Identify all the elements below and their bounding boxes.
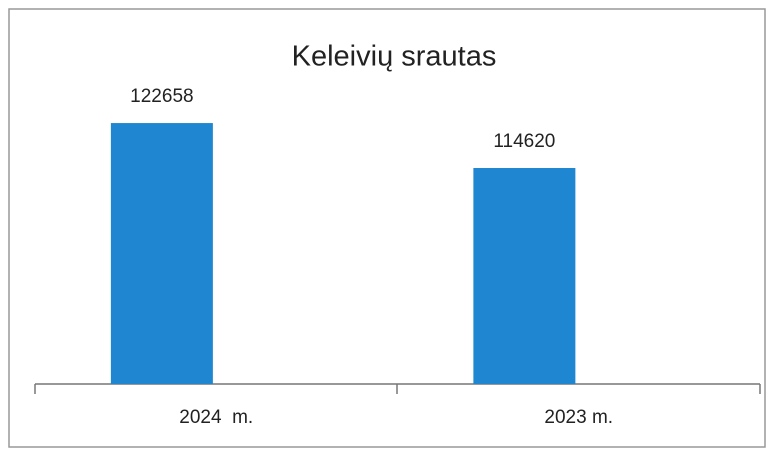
bar bbox=[110, 123, 213, 384]
bar bbox=[473, 168, 576, 384]
x-tick-label: 2024 m. bbox=[179, 407, 253, 428]
value-label: 114620 bbox=[493, 131, 555, 152]
value-label: 122658 bbox=[130, 86, 193, 107]
chart-title: Keleivių srautas bbox=[292, 41, 497, 73]
x-tick-label: 2023 m. bbox=[544, 407, 613, 428]
